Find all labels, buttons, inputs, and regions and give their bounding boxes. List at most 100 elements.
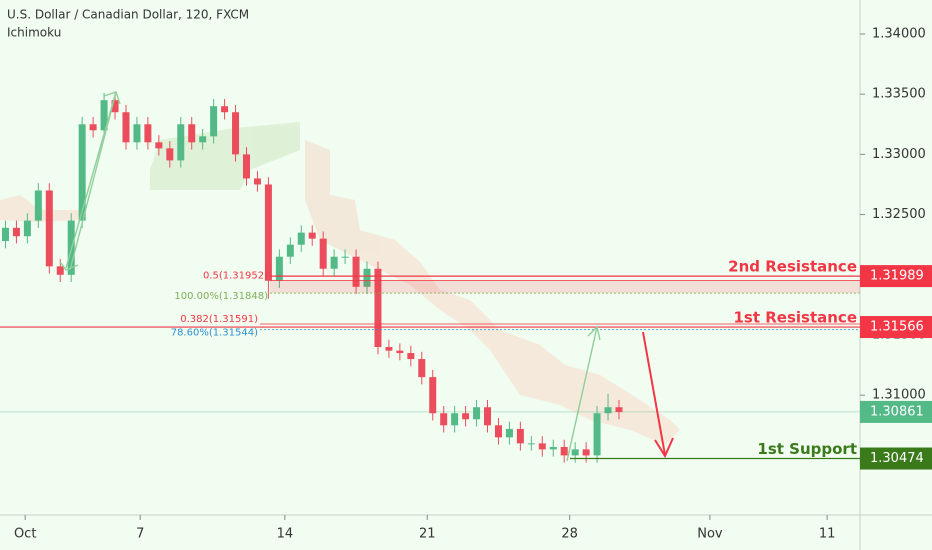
price-badge bbox=[860, 265, 932, 288]
annotations bbox=[59, 91, 674, 462]
candle-body bbox=[253, 178, 261, 185]
candle-body bbox=[177, 124, 185, 161]
fib-label: 78.60%(1.31544) bbox=[171, 328, 258, 339]
x-tick-label: 11 bbox=[819, 527, 836, 542]
candle-body bbox=[199, 136, 207, 143]
price-badge-label: 1.30474 bbox=[870, 451, 924, 466]
candle-body bbox=[429, 377, 437, 414]
price-badge-label: 1.31566 bbox=[870, 320, 924, 335]
candle-body bbox=[549, 446, 557, 450]
arrow-head bbox=[654, 437, 674, 459]
level-name: 2nd Resistance bbox=[728, 258, 857, 276]
candle-body bbox=[188, 124, 196, 143]
zigzag bbox=[69, 91, 117, 271]
candle-body bbox=[516, 428, 524, 444]
price-badge bbox=[860, 316, 932, 339]
price-badge-label: 1.31989 bbox=[870, 269, 924, 284]
candle-body bbox=[473, 407, 481, 420]
arrow-head bbox=[59, 261, 79, 271]
arrow-head bbox=[587, 325, 601, 341]
candle-body bbox=[341, 256, 349, 258]
candle-body bbox=[462, 413, 470, 420]
candle-body bbox=[385, 347, 393, 351]
cloud-red bbox=[0, 195, 80, 222]
candle-body bbox=[319, 238, 327, 269]
x-tick-label: 14 bbox=[277, 527, 294, 542]
candle-body bbox=[363, 268, 371, 287]
candle-body bbox=[352, 256, 360, 287]
candle-body bbox=[264, 184, 272, 281]
candle-body bbox=[133, 124, 141, 143]
candle-body bbox=[330, 256, 338, 269]
candle-body bbox=[407, 353, 415, 360]
candle-body bbox=[308, 232, 316, 239]
candle-body bbox=[111, 100, 119, 113]
plot: 1.340001.335001.330001.325001.315001.310… bbox=[0, 26, 932, 542]
chart-title: U.S. Dollar / Canadian Dollar, 120, FXCM bbox=[7, 8, 249, 22]
candle-body bbox=[221, 106, 229, 113]
price-badge bbox=[860, 447, 932, 470]
last-price-label: 1.30861 bbox=[870, 404, 924, 419]
candle-body bbox=[505, 428, 513, 438]
candle-body bbox=[23, 220, 31, 237]
candle-body bbox=[593, 413, 601, 456]
x-tick-label: 21 bbox=[419, 527, 436, 542]
candle-body bbox=[89, 124, 97, 131]
y-tick-label: 1.31000 bbox=[872, 388, 926, 403]
zigzag bbox=[65, 91, 117, 269]
candle-body bbox=[297, 232, 305, 245]
level-name: 1st Resistance bbox=[733, 309, 857, 327]
candle-body bbox=[210, 106, 218, 137]
ichimoku-cloud bbox=[0, 122, 680, 445]
candle-body bbox=[440, 413, 448, 426]
candle-body bbox=[100, 100, 108, 131]
candle-body bbox=[604, 407, 612, 414]
candle-body bbox=[166, 148, 174, 161]
price-badge bbox=[860, 400, 932, 423]
candle-body bbox=[34, 190, 42, 221]
cloud-red bbox=[305, 140, 680, 445]
candle-body bbox=[418, 359, 426, 378]
zigzag bbox=[566, 326, 598, 462]
candle-body bbox=[396, 350, 404, 354]
y-tick-label: 1.33000 bbox=[872, 147, 926, 162]
candle-body bbox=[451, 413, 459, 426]
indicator-name: Ichimoku bbox=[7, 26, 61, 40]
candle-body bbox=[571, 449, 579, 456]
fib-label: 0.382(1.31591) bbox=[180, 314, 258, 325]
candle-body bbox=[527, 443, 535, 445]
x-tick-label: Nov bbox=[697, 527, 723, 542]
candle-body bbox=[144, 124, 152, 143]
candle-body bbox=[286, 244, 294, 257]
arrow-head bbox=[103, 91, 121, 105]
cloud-green bbox=[150, 122, 300, 190]
candle-body bbox=[12, 227, 20, 237]
candle-body bbox=[494, 425, 502, 438]
candle-body bbox=[122, 112, 130, 143]
candle-body bbox=[275, 256, 283, 281]
candle-body bbox=[232, 112, 240, 155]
fib-label: 0.5(1.31952) bbox=[203, 271, 268, 282]
candle-body bbox=[582, 449, 590, 456]
x-tick-label: 7 bbox=[136, 527, 144, 542]
y-tick-label: 1.32500 bbox=[872, 207, 926, 222]
candle-body bbox=[560, 446, 568, 456]
y-tick-label: 1.34000 bbox=[872, 26, 926, 41]
red-arrow bbox=[642, 331, 666, 456]
y-tick-label: 1.33500 bbox=[872, 87, 926, 102]
candle-body bbox=[484, 407, 492, 426]
fib-band bbox=[270, 280, 860, 294]
x-tick-label: 28 bbox=[561, 527, 578, 542]
candle-body bbox=[1, 227, 9, 242]
candle-body bbox=[242, 154, 250, 179]
x-tick-label: Oct bbox=[14, 527, 36, 542]
candle-body bbox=[374, 268, 382, 348]
candle-body bbox=[56, 266, 64, 275]
candle-body bbox=[45, 190, 53, 267]
candle-body bbox=[78, 124, 86, 221]
fib-label: 100.00%(1.31848) bbox=[174, 291, 268, 302]
candle-body bbox=[155, 142, 163, 149]
level-name: 1st Support bbox=[757, 440, 857, 458]
candle-body bbox=[615, 407, 623, 413]
